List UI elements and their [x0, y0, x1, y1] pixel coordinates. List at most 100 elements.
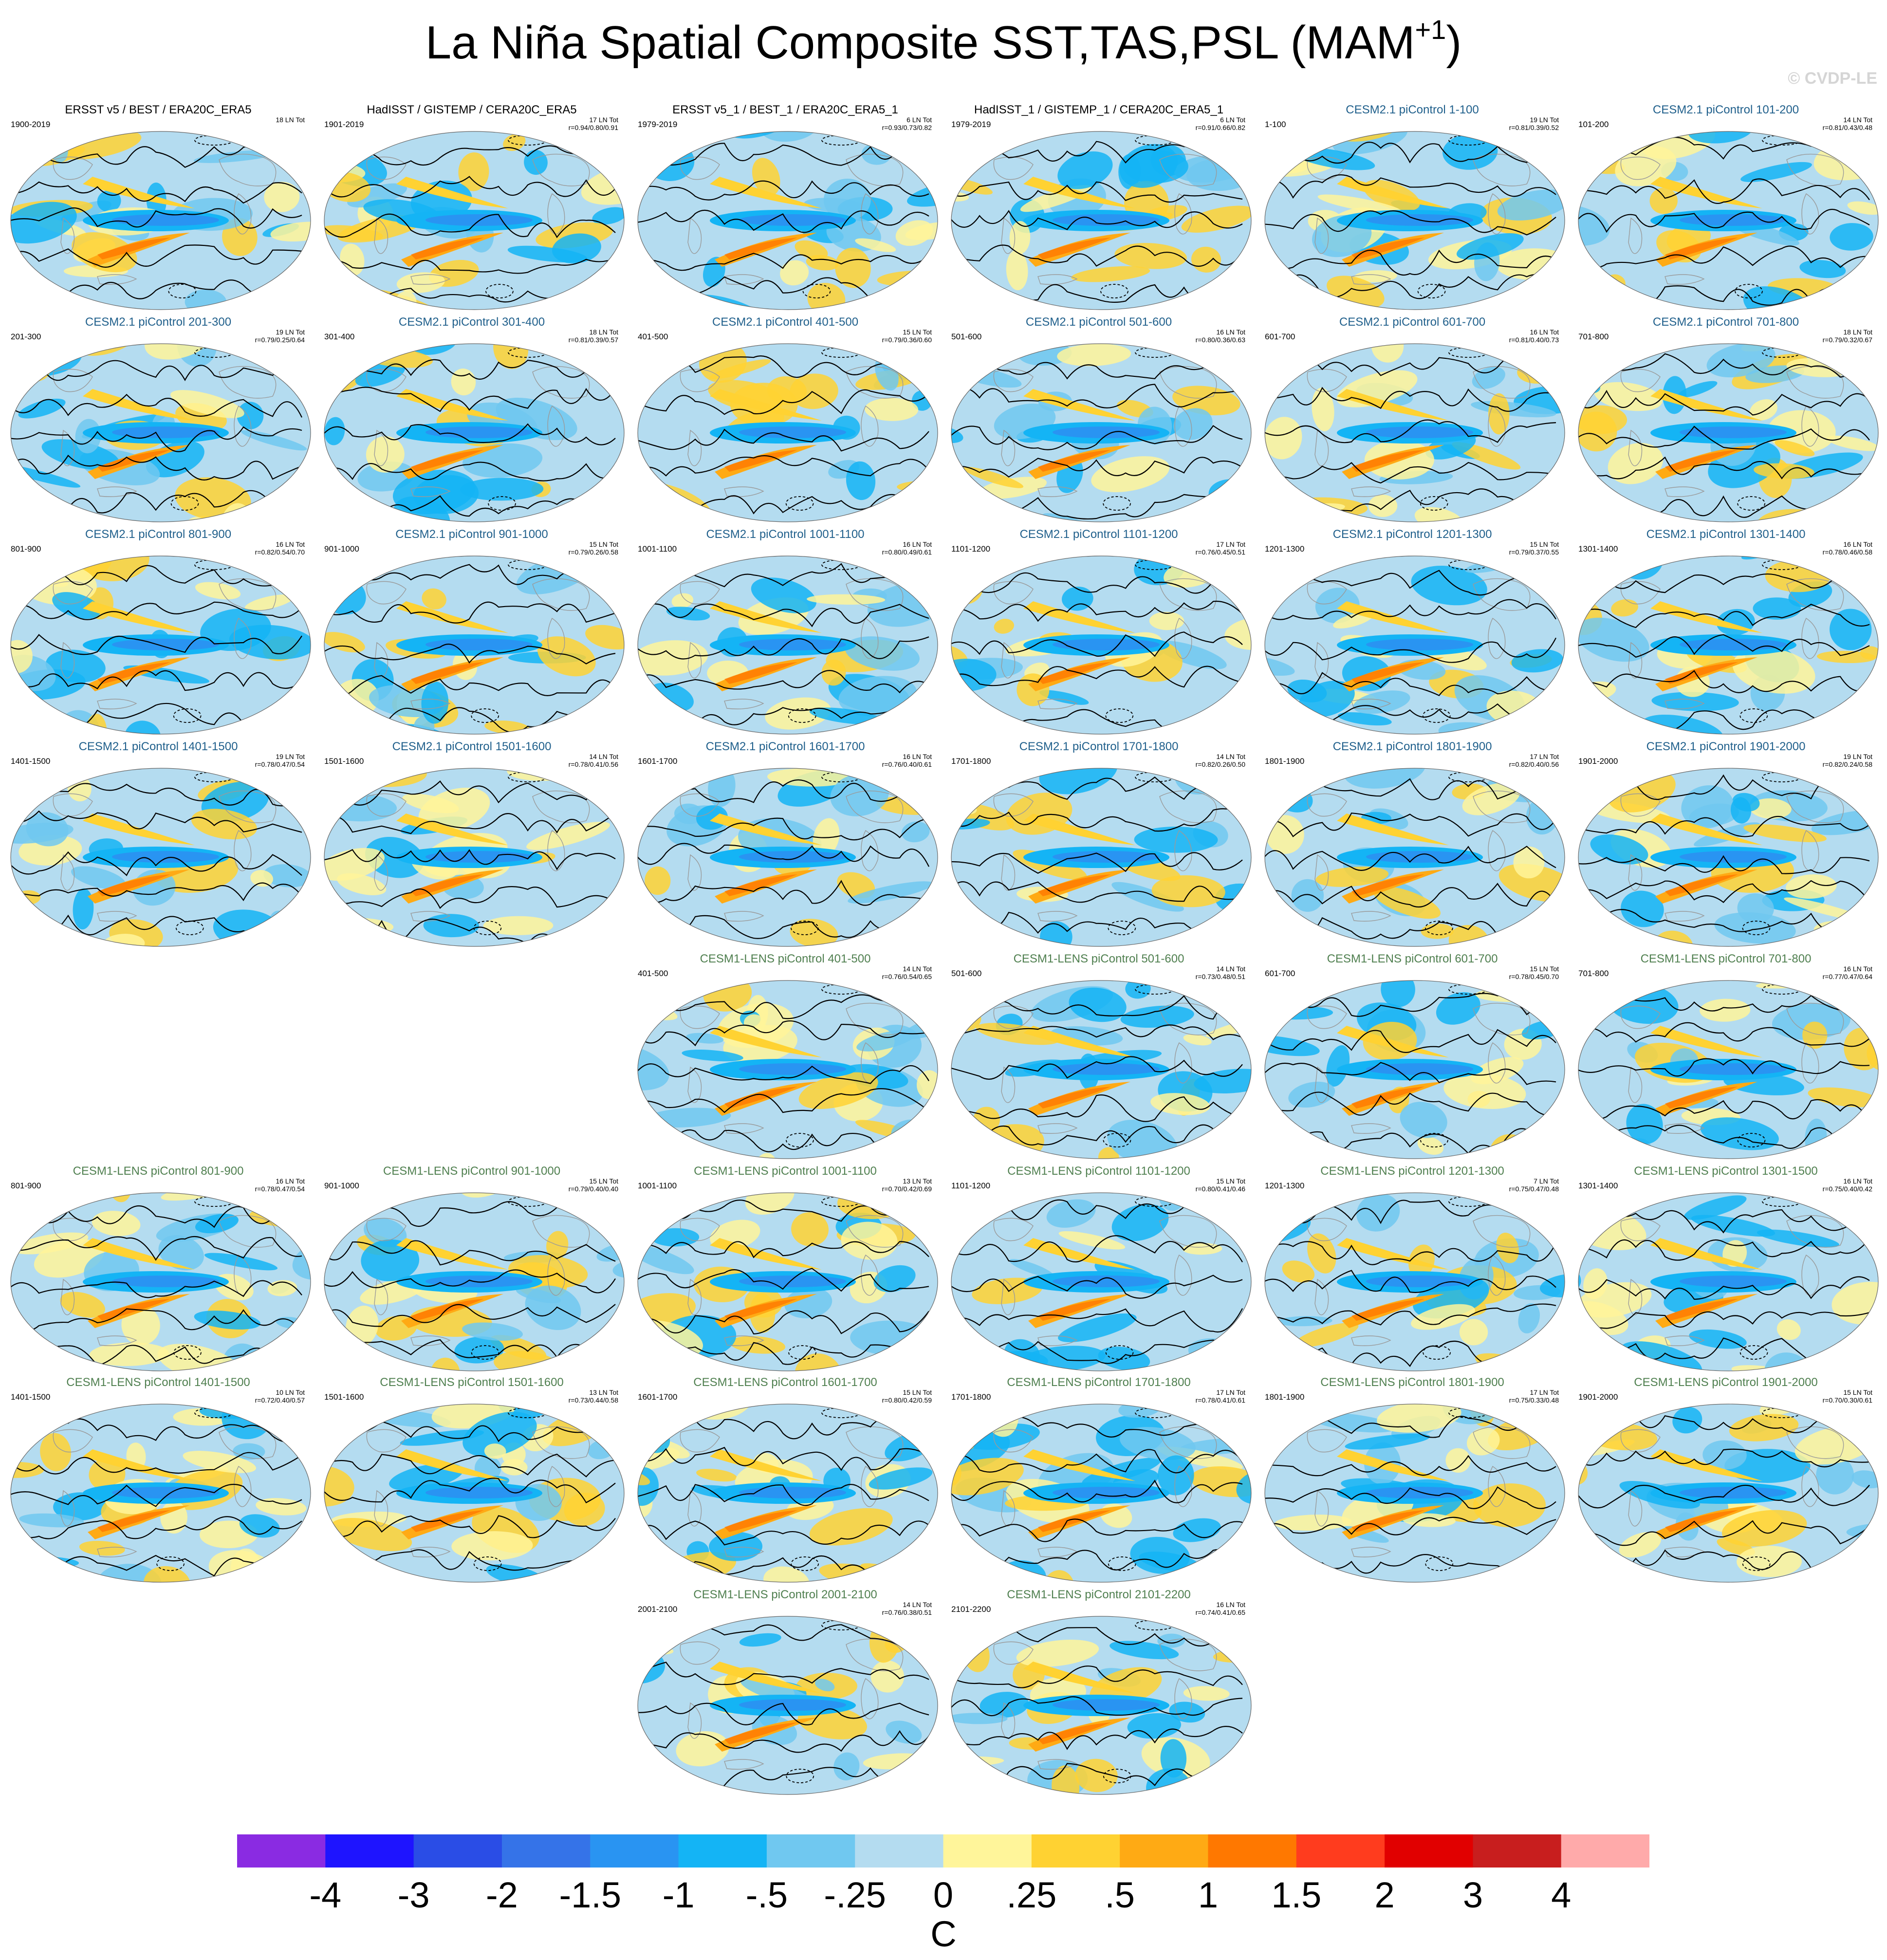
colorbar-swatch	[1385, 1834, 1473, 1868]
map-panel: CESM2.1 piControl 1901-2000 1901-2000 19 L…	[1572, 740, 1879, 949]
panel-stats: 18 LN Tot	[276, 116, 305, 124]
panel-title: CESM2.1 piControl 101-200	[1652, 103, 1799, 116]
panel-event-count: 7 LN Tot	[1534, 1177, 1559, 1185]
panel-title: CESM2.1 piControl 501-600	[1025, 315, 1172, 329]
panel-pattern-correlation: r=0.77/0.47/0.64	[1822, 973, 1872, 980]
panel-years: 1501-1600	[324, 1392, 364, 1402]
panel-event-count: 14 LN Tot	[903, 1601, 932, 1609]
panel-years: 401-500	[638, 969, 668, 978]
colorbar-tick-label: -4	[309, 1875, 342, 1915]
panel-years: 601-700	[1265, 332, 1295, 341]
colorbar-units: C	[930, 1914, 957, 1954]
panel-title: CESM2.1 piControl 1301-1400	[1646, 528, 1806, 541]
panel-pattern-correlation: r=0.78/0.41/0.56	[568, 760, 618, 768]
map-panel: CESM2.1 piControl 101-200 101-200 14 LN To…	[1572, 103, 1879, 313]
panel-years: 1701-1800	[951, 1392, 991, 1402]
panel-stats: 19 LN Tot r=0.78/0.47/0.54	[255, 753, 305, 768]
map-panel: ERSST v5 / BEST / ERA20C_ERA5 1900-2019 18…	[5, 103, 312, 313]
map-ellipse-plot	[10, 768, 311, 947]
panel-stats: 19 LN Tot r=0.79/0.25/0.64	[255, 328, 305, 344]
credit-watermark: © CVDP-LE	[1788, 69, 1877, 88]
panel-pattern-correlation: r=0.79/0.32/0.67	[1822, 336, 1872, 344]
panel-event-count: 15 LN Tot	[1843, 1388, 1872, 1396]
panel-stats: 16 LN Tot r=0.80/0.49/0.61	[882, 540, 932, 556]
panel-event-count: 17 LN Tot	[1216, 1388, 1245, 1396]
map-ellipse-plot	[1578, 768, 1879, 947]
panel-title: CESM1-LENS piControl 2101-2200	[1007, 1588, 1191, 1601]
panel-title: CESM2.1 piControl 1101-1200	[1019, 528, 1178, 541]
panel-event-count: 16 LN Tot	[903, 753, 932, 760]
panel-title: CESM1-LENS piControl 1601-1700	[693, 1376, 877, 1389]
panel-title: CESM2.1 piControl 1201-1300	[1332, 528, 1492, 541]
panel-pattern-correlation: r=0.78/0.47/0.54	[255, 760, 305, 768]
panel-event-count: 13 LN Tot	[903, 1177, 932, 1185]
map-ellipse-plot	[637, 980, 938, 1159]
panel-event-count: 14 LN Tot	[903, 965, 932, 973]
panel-stats: 19 LN Tot r=0.82/0.24/0.58	[1823, 753, 1872, 768]
map-panel: CESM2.1 piControl 601-700 601-700 16 LN To…	[1259, 315, 1566, 525]
panel-pattern-correlation: r=0.81/0.39/0.57	[568, 336, 618, 344]
panel-event-count: 14 LN Tot	[1216, 965, 1245, 973]
panel-stats: 16 LN Tot r=0.77/0.47/0.64	[1823, 965, 1872, 980]
panel-pattern-correlation: r=0.75/0.40/0.42	[1822, 1185, 1872, 1193]
panel-stats: 17 LN Tot r=0.76/0.45/0.51	[1196, 540, 1245, 556]
panel-years: 101-200	[1578, 120, 1609, 129]
panel-title: CESM2.1 piControl 1501-1600	[392, 740, 552, 753]
map-panel: CESM1-LENS piControl 1601-1700 1601-1700 1…	[632, 1376, 939, 1585]
panel-pattern-correlation: r=0.78/0.41/0.61	[1195, 1396, 1245, 1404]
panel-title: CESM1-LENS piControl 1701-1800	[1007, 1376, 1191, 1389]
colorbar-labels: -4 -3 -2 -1.5 -1 -.5 -.25 0 .25 .5 1 1.5 2 3 4	[0, 1874, 1887, 1918]
panel-stats: 10 LN Tot r=0.72/0.40/0.57	[255, 1388, 305, 1404]
colorbar-swatch	[1561, 1834, 1649, 1868]
map-ellipse-plot	[10, 343, 311, 522]
map-ellipse-plot	[324, 343, 625, 522]
map-ellipse-plot	[1578, 343, 1879, 522]
map-ellipse-plot	[1578, 1192, 1879, 1371]
panel-stats: 14 LN Tot r=0.81/0.43/0.48	[1823, 116, 1872, 131]
map-ellipse-plot	[1578, 131, 1879, 310]
panel-pattern-correlation: r=0.81/0.39/0.52	[1509, 124, 1559, 131]
panel-title: ERSST v5 / BEST / ERA20C_ERA5	[65, 103, 252, 116]
map-ellipse-plot	[10, 1192, 311, 1371]
panel-pattern-correlation: r=0.82/0.54/0.70	[255, 548, 305, 556]
panel-title: CESM2.1 piControl 1801-1900	[1332, 740, 1492, 753]
colorbar-swatch	[1031, 1834, 1120, 1868]
panel-pattern-correlation: r=0.75/0.33/0.48	[1509, 1396, 1559, 1404]
map-panel: CESM1-LENS piControl 1301-1500 1301-1400 1…	[1572, 1165, 1879, 1374]
panel-years: 1001-1100	[638, 544, 677, 554]
panel-stats: 6 LN Tot r=0.91/0.66/0.82	[1196, 116, 1245, 131]
panel-event-count: 16 LN Tot	[276, 1177, 305, 1185]
map-panel: HadISST_1 / GISTEMP_1 / CERA20C_ERA5_1 19…	[945, 103, 1252, 313]
panel-title: CESM2.1 piControl 1401-1500	[78, 740, 238, 753]
panel-pattern-correlation: r=0.73/0.48/0.51	[1195, 973, 1245, 980]
map-panel: CESM2.1 piControl 201-300 201-300 19 LN To…	[5, 315, 312, 525]
panel-title: CESM1-LENS piControl 1301-1500	[1634, 1165, 1818, 1178]
colorbar-tick-label: .25	[1006, 1875, 1057, 1915]
panel-event-count: 16 LN Tot	[1216, 328, 1245, 336]
map-panel: CESM1-LENS piControl 2001-2100 2001-2100 1…	[632, 1588, 939, 1797]
panel-years: 2101-2200	[951, 1605, 991, 1614]
panel-years: 1901-2000	[1578, 1392, 1618, 1402]
panel-title: CESM2.1 piControl 401-500	[712, 315, 859, 329]
map-ellipse-plot	[1264, 131, 1565, 310]
panel-event-count: 18 LN Tot	[1843, 328, 1872, 336]
panel-title: CESM2.1 piControl 601-700	[1339, 315, 1486, 329]
panel-stats: 16 LN Tot r=0.76/0.40/0.61	[882, 753, 932, 768]
panel-title: CESM2.1 piControl 1901-2000	[1646, 740, 1806, 753]
panel-title: CESM1-LENS piControl 601-700	[1327, 952, 1498, 965]
map-ellipse-plot	[1578, 980, 1879, 1159]
panel-pattern-correlation: r=0.80/0.49/0.61	[882, 548, 932, 556]
map-panel: ERSST v5_1 / BEST_1 / ERA20C_ERA5_1 1979-…	[632, 103, 939, 313]
panel-event-count: 15 LN Tot	[1530, 540, 1559, 548]
colorbar-swatch	[237, 1834, 326, 1868]
panel-pattern-correlation: r=0.78/0.45/0.70	[1509, 973, 1559, 980]
map-ellipse-plot	[324, 1192, 625, 1371]
panel-stats: 18 LN Tot r=0.81/0.39/0.57	[569, 328, 618, 344]
panel-event-count: 17 LN Tot	[1530, 753, 1559, 760]
panel-pattern-correlation: r=0.75/0.47/0.48	[1509, 1185, 1559, 1193]
map-ellipse-plot	[10, 131, 311, 310]
map-ellipse-plot	[951, 1404, 1252, 1583]
panel-title: CESM1-LENS piControl 1001-1100	[694, 1165, 877, 1178]
map-panel: CESM1-LENS piControl 801-900 801-900 16 LN…	[5, 1165, 312, 1374]
colorbar-tick-label: 1.5	[1271, 1875, 1322, 1915]
